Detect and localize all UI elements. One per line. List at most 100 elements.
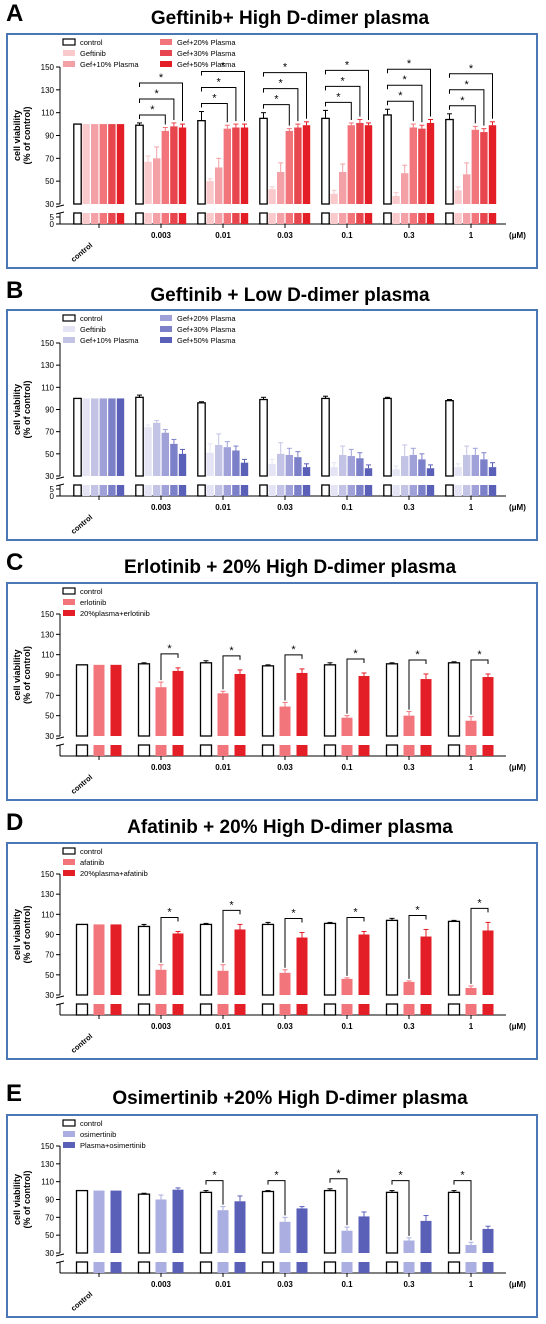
legend-label: Gef+20% Plasma xyxy=(177,38,236,47)
x-tick-label: 0.3 xyxy=(403,231,415,240)
y-tick-label: 150 xyxy=(41,339,55,348)
y-tick-label: 110 xyxy=(41,910,54,919)
legend-label: osimertinib xyxy=(80,1130,116,1139)
bar xyxy=(321,117,330,205)
bar xyxy=(447,662,461,737)
significance-star: * xyxy=(150,104,155,116)
significance-star: * xyxy=(229,899,234,911)
bar-lower-segment xyxy=(465,1004,477,1015)
legend-swatch xyxy=(62,587,76,595)
legend-label: Gef+10% Plasma xyxy=(80,60,139,69)
y-tick-label: 30 xyxy=(45,200,54,209)
significance-bracket xyxy=(325,85,361,117)
legend-label: control xyxy=(80,314,103,323)
bar-lower-segment xyxy=(161,213,169,224)
bar xyxy=(385,919,399,996)
legend-swatch xyxy=(63,50,75,56)
bar-lower-segment xyxy=(261,744,275,757)
y-tick-label: 30 xyxy=(45,991,54,1000)
bar xyxy=(277,453,285,476)
bar-lower-segment xyxy=(465,1262,477,1273)
y-tick-label: 130 xyxy=(41,630,55,639)
bar xyxy=(364,125,373,204)
bar-lower-segment xyxy=(116,485,125,496)
y-tick-label: 90 xyxy=(45,671,54,680)
bar-lower-segment xyxy=(178,485,187,496)
y-tick-label: 70 xyxy=(45,1213,54,1222)
significance-bracket xyxy=(139,114,166,125)
x-tick-label: 1 xyxy=(469,1022,474,1031)
legend-swatch xyxy=(63,610,75,616)
y-tick-label: 110 xyxy=(41,651,54,660)
legend-label: erlotinib xyxy=(80,598,106,607)
bar xyxy=(99,398,107,476)
axis-break-mark xyxy=(55,476,65,480)
panel-letter: D xyxy=(6,809,24,836)
bar-lower-segment xyxy=(172,745,184,756)
bar xyxy=(279,972,291,995)
y-axis-label-line: (% of control) xyxy=(22,1171,32,1229)
bar xyxy=(302,467,311,476)
bar-lower-segment xyxy=(170,213,178,224)
bar xyxy=(261,1190,275,1254)
significance-bracket xyxy=(470,659,489,715)
bar-lower-segment xyxy=(480,485,488,496)
bar xyxy=(358,1216,370,1253)
bar xyxy=(137,925,151,996)
bar-lower-segment xyxy=(172,1262,184,1273)
bar xyxy=(341,1230,353,1253)
bar-lower-segment xyxy=(217,1262,229,1273)
bar xyxy=(240,127,249,204)
bar-lower-segment xyxy=(135,212,144,225)
bar-lower-segment xyxy=(172,1004,184,1015)
bar-lower-segment xyxy=(409,213,417,224)
bar xyxy=(279,1221,291,1253)
significance-star: * xyxy=(279,78,284,90)
bar-lower-segment xyxy=(420,1262,432,1273)
axis-break-mark xyxy=(55,483,65,487)
bar-lower-segment xyxy=(268,213,276,224)
bar-lower-segment xyxy=(383,484,392,497)
significance-star: * xyxy=(477,649,482,661)
bar-lower-segment xyxy=(341,745,353,756)
bar-lower-segment xyxy=(418,485,426,496)
bar xyxy=(341,717,353,736)
bar xyxy=(197,120,206,205)
bar-lower-segment xyxy=(383,212,392,225)
bar xyxy=(206,452,214,476)
significance-star: * xyxy=(415,649,420,661)
bar-lower-segment xyxy=(302,485,311,496)
bar xyxy=(137,663,151,737)
y-tick-label: 90 xyxy=(45,931,54,940)
bar-lower-segment xyxy=(296,1262,308,1273)
bar xyxy=(323,1189,337,1254)
legend-swatch xyxy=(62,38,76,46)
chart-svg: cell viability(% of control) 30 50 70 90 110 1… xyxy=(12,587,526,796)
legend-label: Gef+50% Plasma xyxy=(177,336,236,345)
significance-bracket xyxy=(263,104,290,126)
chart-svg: cell viability(% of control) 30 50 70 90 110 1… xyxy=(12,1119,526,1313)
bar xyxy=(215,167,223,204)
significance-star: * xyxy=(283,62,288,74)
y-tick-label: 150 xyxy=(41,63,55,72)
x-tick-label: 0.01 xyxy=(215,503,231,512)
bar xyxy=(153,158,161,204)
bar xyxy=(261,923,275,996)
significance-bracket xyxy=(449,73,493,119)
bar-lower-segment xyxy=(426,213,435,224)
significance-star: * xyxy=(274,1170,279,1182)
bar xyxy=(108,124,116,204)
bar-lower-segment xyxy=(482,745,494,756)
significance-star: * xyxy=(353,648,358,660)
significance-star: * xyxy=(217,77,222,89)
bar-lower-segment xyxy=(418,213,426,224)
bar xyxy=(155,969,167,995)
bar-lower-segment xyxy=(392,213,400,224)
bar xyxy=(482,677,494,736)
bar xyxy=(465,987,477,995)
bar-lower-segment xyxy=(91,213,99,224)
bar-lower-segment xyxy=(385,1261,399,1274)
legend-label: control xyxy=(80,38,103,47)
bar xyxy=(234,929,246,995)
bar xyxy=(347,456,355,476)
